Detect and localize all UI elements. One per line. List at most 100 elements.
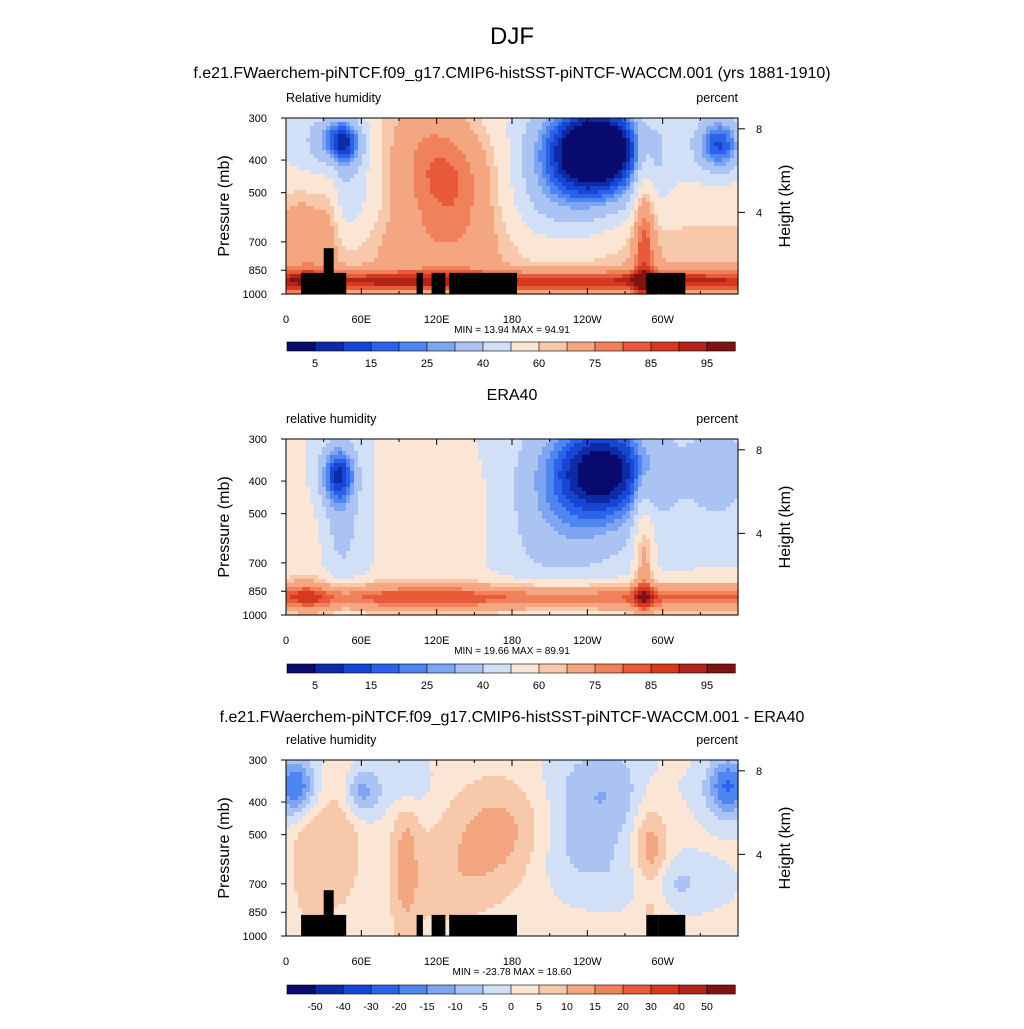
heatmap-cell: [470, 226, 475, 231]
heatmap-cell: [318, 246, 323, 251]
heatmap-cell: [302, 150, 307, 155]
heatmap-cell: [334, 178, 339, 183]
heatmap-cell: [358, 274, 363, 279]
heatmap-cell: [338, 194, 343, 199]
heatmap-cell: [450, 190, 455, 195]
heatmap-cell: [730, 258, 735, 263]
heatmap-cell: [462, 146, 467, 151]
heatmap-cell: [406, 214, 411, 219]
heatmap-cell: [606, 250, 611, 255]
heatmap-cell: [322, 142, 327, 147]
heatmap-cell: [358, 194, 363, 199]
heatmap-cell: [302, 174, 307, 179]
heatmap-cell: [338, 150, 343, 155]
heatmap-cell: [406, 186, 411, 191]
heatmap-cell: [418, 218, 423, 223]
heatmap-cell: [502, 226, 507, 231]
heatmap-cell: [510, 226, 515, 231]
heatmap-cell: [570, 254, 575, 259]
heatmap-cell: [730, 230, 735, 235]
heatmap-cell: [346, 178, 351, 183]
heatmap-cell: [634, 178, 639, 183]
heatmap-cell: [290, 266, 295, 271]
heatmap-cell: [362, 138, 367, 143]
heatmap-cell: [598, 274, 603, 279]
heatmap-cell: [530, 202, 535, 207]
heatmap-cell: [410, 238, 415, 243]
heatmap-cell: [578, 202, 583, 207]
heatmap-cell: [434, 198, 439, 203]
heatmap-cell: [410, 286, 415, 291]
heatmap-cell: [550, 162, 555, 167]
heatmap-cell: [698, 146, 703, 151]
heatmap-cell: [650, 178, 655, 183]
heatmap-cell: [486, 254, 491, 259]
heatmap-cell: [334, 234, 339, 239]
heatmap-cell: [602, 174, 607, 179]
heatmap-cell: [358, 286, 363, 291]
heatmap-cell: [574, 238, 579, 243]
heatmap-cell: [506, 186, 511, 191]
heatmap-cell: [546, 278, 551, 283]
heatmap-cell: [582, 258, 587, 263]
heatmap-cell: [366, 174, 371, 179]
heatmap-cell: [534, 126, 539, 131]
heatmap-cell: [354, 166, 359, 171]
heatmap-cell: [618, 198, 623, 203]
heatmap-cell: [366, 126, 371, 131]
heatmap-cell: [338, 218, 343, 223]
heatmap-cell: [726, 270, 731, 275]
heatmap-cell: [570, 162, 575, 167]
heatmap-cell: [642, 158, 647, 163]
heatmap-cell: [694, 118, 699, 123]
heatmap-cell: [478, 194, 483, 199]
heatmap-cell: [354, 134, 359, 139]
heatmap-cell: [386, 254, 391, 259]
heatmap-cell: [290, 246, 295, 251]
heatmap-cell: [614, 242, 619, 247]
heatmap-cell: [666, 154, 671, 159]
heatmap-cell: [374, 182, 379, 187]
heatmap-cell: [650, 122, 655, 127]
heatmap-cell: [366, 278, 371, 283]
heatmap-cell: [482, 230, 487, 235]
heatmap-cell: [450, 218, 455, 223]
heatmap-cell: [614, 142, 619, 147]
heatmap-cell: [362, 150, 367, 155]
heatmap-cell: [498, 178, 503, 183]
heatmap-cell: [322, 154, 327, 159]
heatmap-cell: [530, 266, 535, 271]
heatmap-cell: [514, 194, 519, 199]
heatmap-cell: [634, 282, 639, 287]
heatmap-cell: [458, 174, 463, 179]
heatmap-cell: [394, 286, 399, 291]
heatmap-cell: [346, 286, 351, 291]
heatmap-cell: [454, 194, 459, 199]
heatmap-cell: [602, 186, 607, 191]
heatmap-cell: [510, 138, 515, 143]
heatmap-cell: [710, 274, 715, 279]
heatmap-cell: [698, 210, 703, 215]
heatmap-cell: [394, 266, 399, 271]
heatmap-cell: [650, 194, 655, 199]
heatmap-cell: [614, 162, 619, 167]
heatmap-cell: [518, 234, 523, 239]
heatmap-cell: [350, 162, 355, 167]
heatmap-cell: [482, 142, 487, 147]
heatmap-cell: [334, 222, 339, 227]
heatmap-cell: [702, 282, 707, 287]
heatmap-cell: [666, 226, 671, 231]
heatmap-cell: [478, 206, 483, 211]
heatmap-cell: [558, 206, 563, 211]
heatmap-cell: [618, 158, 623, 163]
heatmap-cell: [714, 226, 719, 231]
heatmap-cell: [718, 142, 723, 147]
heatmap-cell: [494, 166, 499, 171]
heatmap-cell: [446, 190, 451, 195]
heatmap-cell: [690, 122, 695, 127]
heatmap-cell: [594, 154, 599, 159]
heatmap-cell: [534, 190, 539, 195]
heatmap-cell: [426, 270, 431, 275]
heatmap-cell: [638, 238, 643, 243]
heatmap-cell: [642, 270, 647, 275]
